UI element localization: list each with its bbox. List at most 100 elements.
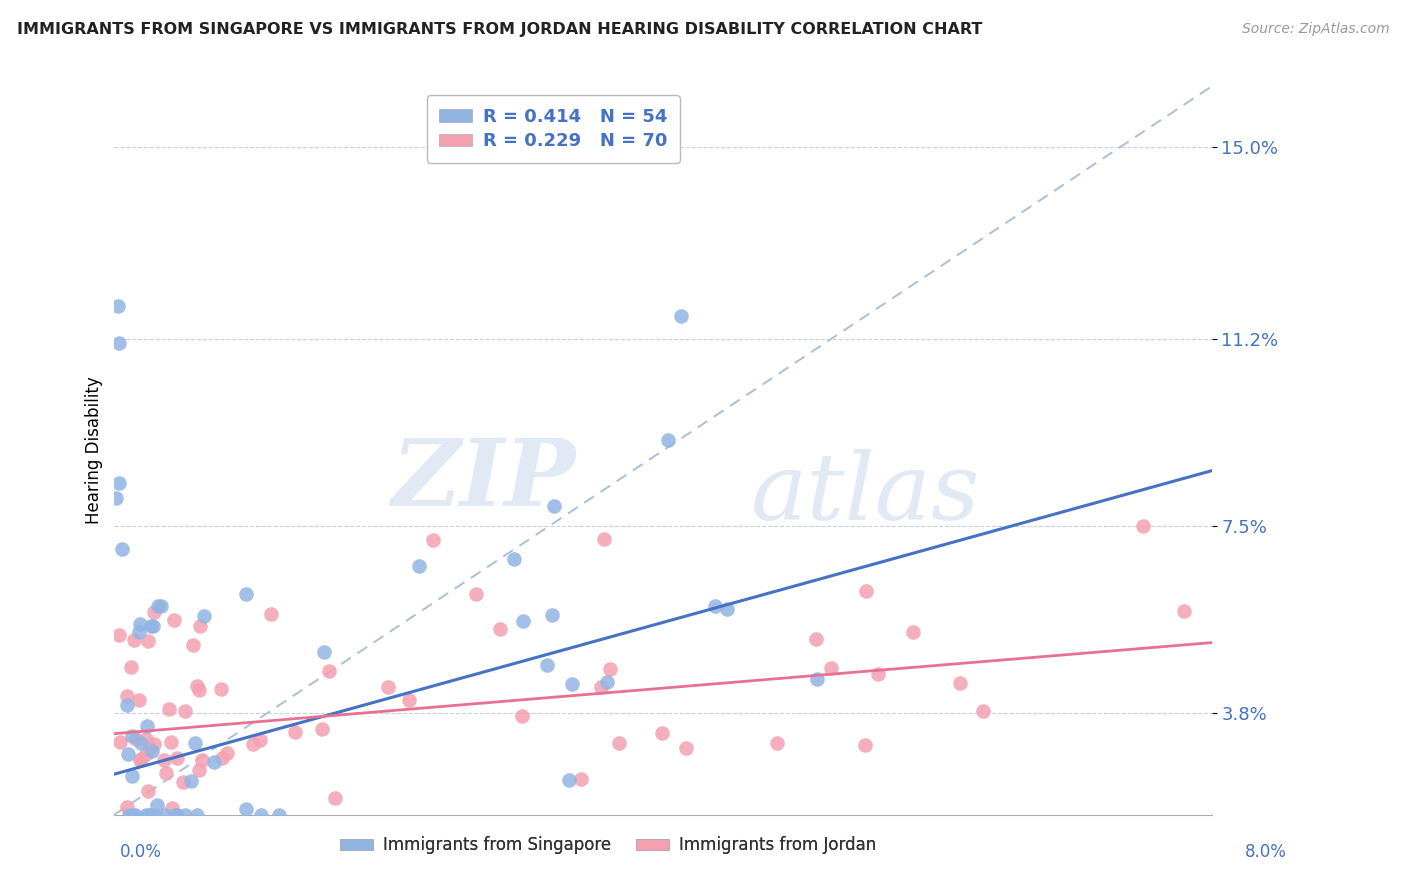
Point <box>121 729 143 743</box>
Point <box>124 633 146 648</box>
Text: 0.0%: 0.0% <box>120 843 162 861</box>
Point <box>820 661 842 675</box>
Point <box>107 335 129 350</box>
Point <box>806 673 828 687</box>
Point <box>703 599 725 613</box>
Point <box>607 736 630 750</box>
Point <box>422 533 444 548</box>
Point <box>323 791 346 805</box>
Point <box>165 807 187 822</box>
Point <box>173 704 195 718</box>
Point <box>174 807 197 822</box>
Point <box>139 807 162 822</box>
Point <box>260 607 283 621</box>
Point <box>312 645 335 659</box>
Point <box>398 693 420 707</box>
Point <box>972 705 994 719</box>
Point <box>669 309 692 323</box>
Point <box>108 735 131 749</box>
Text: IMMIGRANTS FROM SINGAPORE VS IMMIGRANTS FROM JORDAN HEARING DISABILITY CORRELATI: IMMIGRANTS FROM SINGAPORE VS IMMIGRANTS … <box>17 22 983 37</box>
Point <box>155 766 177 780</box>
Point <box>157 702 180 716</box>
Point <box>180 773 202 788</box>
Point <box>804 632 827 646</box>
Point <box>135 807 157 822</box>
Point <box>120 660 142 674</box>
Point <box>716 602 738 616</box>
Point <box>250 807 273 822</box>
Point <box>129 736 152 750</box>
Text: 8.0%: 8.0% <box>1244 843 1286 861</box>
Y-axis label: Hearing Disability: Hearing Disability <box>86 376 103 524</box>
Point <box>541 607 564 622</box>
Point <box>675 740 697 755</box>
Point <box>152 822 174 837</box>
Point <box>188 683 211 698</box>
Point <box>242 737 264 751</box>
Point <box>211 682 233 697</box>
Point <box>181 639 204 653</box>
Point <box>129 753 152 767</box>
Point <box>153 753 176 767</box>
Point <box>557 772 579 787</box>
Point <box>502 552 524 566</box>
Point <box>136 784 159 798</box>
Point <box>135 731 157 746</box>
Point <box>202 755 225 769</box>
Legend: Immigrants from Singapore, Immigrants from Jordan: Immigrants from Singapore, Immigrants fr… <box>333 830 883 861</box>
Point <box>249 732 271 747</box>
Point <box>124 807 146 822</box>
Point <box>592 532 614 546</box>
Point <box>1007 822 1029 837</box>
Point <box>141 744 163 758</box>
Point <box>311 722 333 736</box>
Point <box>107 299 129 313</box>
Point <box>217 746 239 760</box>
Point <box>117 690 139 704</box>
Point <box>465 587 488 601</box>
Point <box>115 698 138 712</box>
Point <box>143 737 166 751</box>
Point <box>125 732 148 747</box>
Point <box>138 807 160 822</box>
Point <box>188 763 211 777</box>
Point <box>128 693 150 707</box>
Point <box>141 618 163 632</box>
Point <box>855 584 877 599</box>
Point <box>1173 604 1195 618</box>
Point <box>853 738 876 752</box>
Point <box>866 667 889 681</box>
Point <box>596 675 619 690</box>
Point <box>110 817 132 831</box>
Point <box>142 619 165 633</box>
Point <box>107 476 129 491</box>
Text: atlas: atlas <box>751 450 980 539</box>
Point <box>160 734 183 748</box>
Point <box>150 599 173 613</box>
Point <box>111 542 134 557</box>
Point <box>318 664 340 678</box>
Point <box>122 807 145 822</box>
Point <box>235 587 257 601</box>
Point <box>153 807 176 822</box>
Point <box>117 747 139 761</box>
Point <box>191 753 214 767</box>
Text: ZIP: ZIP <box>391 434 575 524</box>
Point <box>135 747 157 761</box>
Point <box>651 726 673 740</box>
Point <box>186 679 208 693</box>
Point <box>163 613 186 627</box>
Point <box>211 751 233 765</box>
Point <box>128 625 150 640</box>
Point <box>121 769 143 783</box>
Point <box>408 558 430 573</box>
Point <box>166 807 188 822</box>
Point <box>488 622 510 636</box>
Point <box>115 799 138 814</box>
Point <box>536 657 558 672</box>
Point <box>143 807 166 822</box>
Point <box>186 807 208 822</box>
Point <box>193 608 215 623</box>
Point <box>172 775 194 789</box>
Point <box>166 751 188 765</box>
